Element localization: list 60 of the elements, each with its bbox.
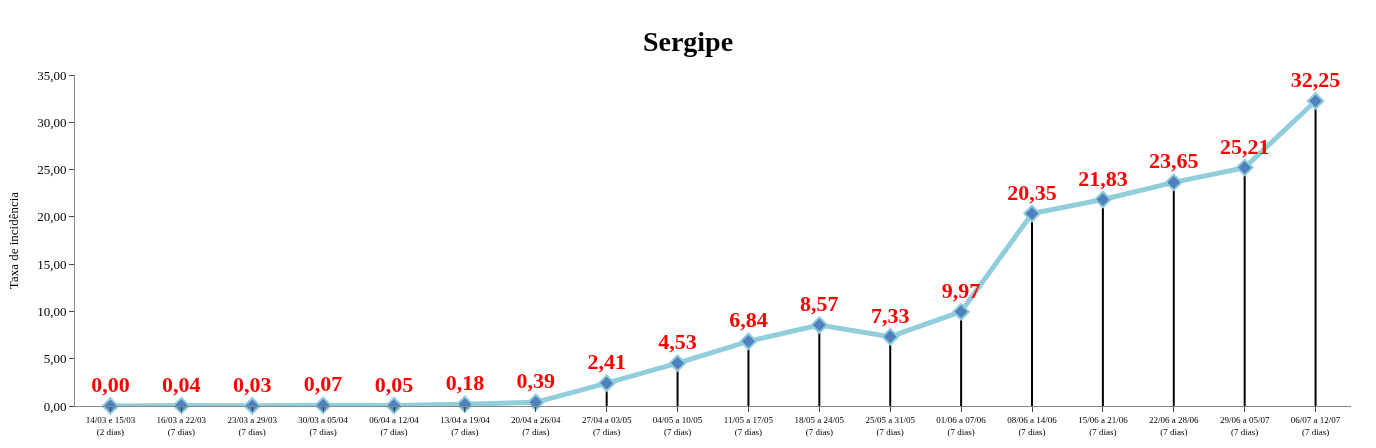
point [1023, 204, 1041, 223]
y-tick-label: 15,00 [37, 256, 67, 272]
data-label: 8,57 [800, 290, 839, 316]
data-label: 20,35 [1007, 179, 1057, 205]
x-tick-label: 15/06 a 21/06 (7 dias) [1078, 414, 1129, 437]
data-label: 0,39 [516, 368, 556, 394]
point [881, 327, 900, 346]
y-tick-label: 25,00 [37, 162, 67, 178]
x-tick-label: 01/06 a 07/06 (7 dias) [936, 414, 987, 437]
chart-title: Sergipe [642, 25, 734, 57]
data-label: 0,05 [374, 371, 414, 397]
point [243, 396, 262, 415]
data-label: 0,03 [232, 371, 272, 397]
y-tick-label: 10,00 [37, 303, 67, 319]
y-tick-label: 20,00 [37, 209, 67, 225]
point [668, 354, 687, 372]
x-tick-label: 13/04 a 19/04 (7 dias) [440, 414, 491, 437]
data-label: 6,84 [729, 307, 768, 333]
x-tick-label: 30/03 a 05/04 (7 dias) [298, 414, 349, 437]
x-tick-label: 14/03 e 15/03 (2 dias) [85, 414, 136, 437]
point [1094, 190, 1112, 209]
x-tick-label: 16/03 a 22/03 (7 dias) [156, 414, 207, 437]
y-axis-title: Taxa de incidência [6, 191, 22, 290]
data-label: 4,53 [658, 329, 697, 355]
x-tick-label: 18/05 a 24/05 (7 dias) [794, 414, 845, 437]
data-label: 0,18 [445, 370, 485, 396]
y-tick-label: 0,00 [43, 398, 67, 414]
data-label: 7,33 [870, 302, 910, 328]
point [739, 332, 758, 351]
data-label: 0,00 [91, 372, 130, 397]
point [172, 396, 191, 415]
point [456, 395, 474, 414]
x-tick-label: 06/04 a 12/04 (7 dias) [369, 414, 420, 437]
point [597, 374, 616, 393]
data-label: 0,04 [162, 371, 201, 397]
x-tick-label: 29/06 a 05/07 (7 dias) [1219, 414, 1270, 437]
point [1306, 92, 1325, 110]
point [1235, 158, 1254, 177]
x-tick-label: 27/04 a 03/05 (7 dias) [581, 414, 632, 437]
x-tick-label: 23/03 a 29/03 (7 dias) [227, 414, 278, 437]
y-tick-label: 5,00 [43, 351, 67, 367]
x-tick-label: 11/05 a 17/05 (7 dias) [723, 414, 774, 437]
point [952, 302, 970, 321]
data-label: 32,25 [1290, 67, 1341, 93]
point [1164, 173, 1183, 192]
data-label: 0,07 [303, 371, 343, 397]
y-tick-label: 35,00 [37, 67, 67, 83]
y-tick-label: 30,00 [37, 114, 67, 130]
x-tick-label: 06/07 a 12/07 (7 dias) [1290, 414, 1341, 437]
x-tick-label: 20/04 a 26/04 (7 dias) [511, 414, 562, 437]
data-label: 21,83 [1078, 165, 1128, 191]
x-tick-label: 08/06 a 14/06 (7 dias) [1007, 414, 1058, 437]
point [810, 316, 829, 334]
data-label: 2,41 [587, 349, 626, 375]
x-tick-label: 25/05 a 31/05 (7 dias) [865, 414, 916, 437]
x-tick-label: 22/06 a 28/06 (7 dias) [1149, 414, 1200, 437]
data-label: 23,65 [1149, 148, 1199, 174]
x-tick-label: 04/05 a 10/05 (7 dias) [652, 414, 703, 437]
data-label: 9,97 [941, 277, 981, 303]
data-label: 25,21 [1219, 133, 1270, 159]
